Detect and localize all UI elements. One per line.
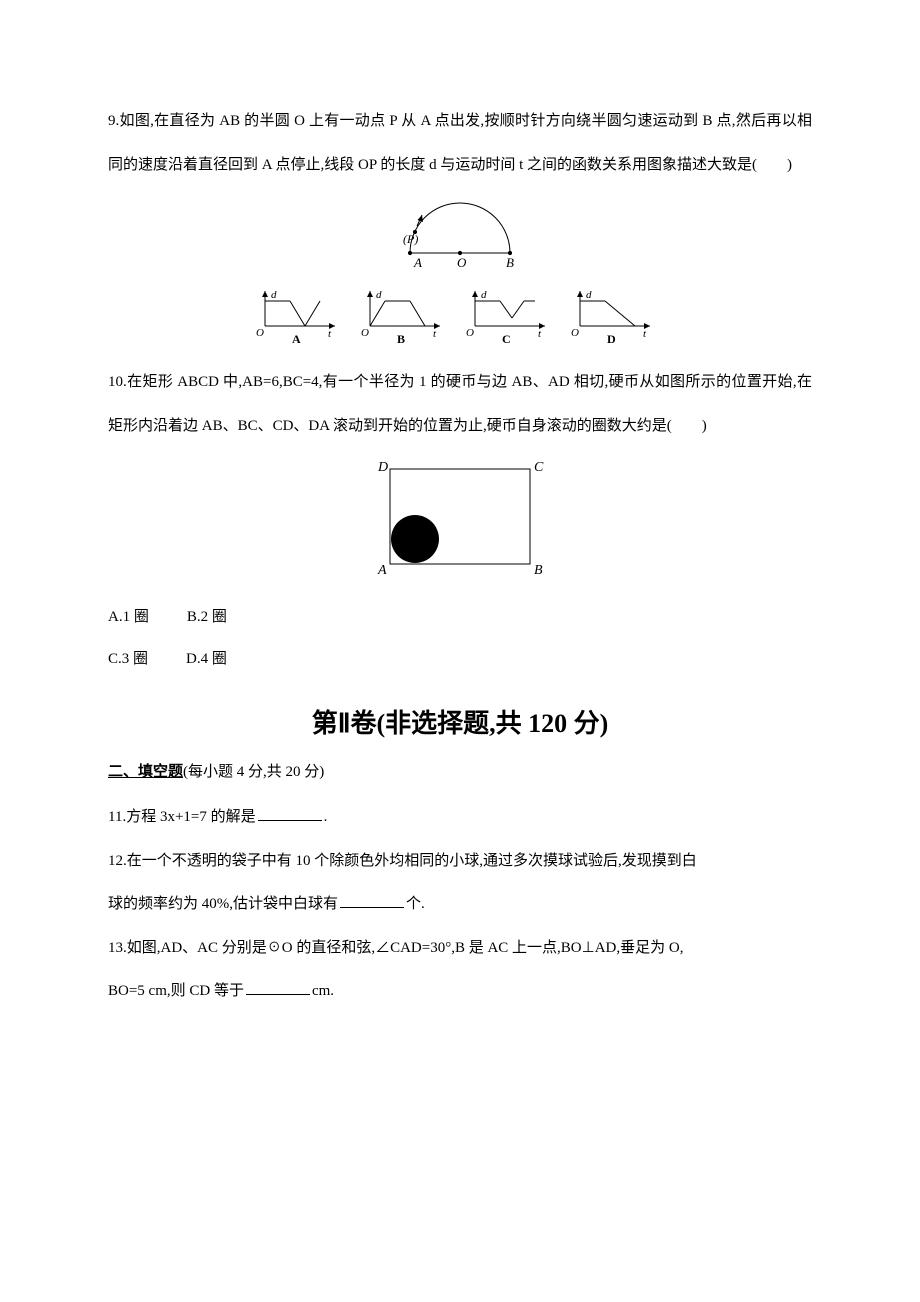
q10-choice-a: A.1 圈 bbox=[108, 609, 149, 625]
q10-label-d: D bbox=[377, 460, 388, 475]
q9-optB-t: t bbox=[433, 328, 437, 340]
section2-heading-rest: (每小题 4 分,共 20 分) bbox=[183, 764, 324, 780]
q10-choice-c: C.3 圈 bbox=[108, 651, 148, 667]
q12-blank[interactable] bbox=[340, 894, 404, 909]
q11-text: 11.方程 3x+1=7 的解是. bbox=[108, 796, 812, 840]
q9-label-o: O bbox=[457, 255, 467, 270]
q13-line2-prefix: BO=5 cm,则 CD 等于 bbox=[108, 983, 244, 999]
q9-optB-d: d bbox=[376, 289, 382, 301]
q9-label-a: A bbox=[413, 255, 422, 270]
q10-figure: D C A B bbox=[108, 454, 812, 589]
q10-label-a: A bbox=[377, 563, 387, 578]
q9-optC-d: d bbox=[481, 289, 487, 301]
q12-line2-prefix: 球的频率约为 40%,估计袋中白球有 bbox=[108, 896, 338, 912]
q13-line2: BO=5 cm,则 CD 等于 cm. bbox=[108, 970, 812, 1014]
q9-optD-label: D bbox=[607, 332, 616, 346]
q10-choice-d: D.4 圈 bbox=[186, 651, 227, 667]
section2-title: 第Ⅱ卷(非选择题,共 120 分) bbox=[108, 703, 812, 740]
q9-optC-label: C bbox=[502, 332, 511, 346]
q13-line2-suffix: cm. bbox=[312, 983, 334, 999]
q9-optD-d: d bbox=[586, 289, 592, 301]
q12-line1: 12.在一个不透明的袋子中有 10 个除颜色外均相同的小球,通过多次摸球试验后,… bbox=[108, 840, 812, 884]
q10-label-c: C bbox=[534, 460, 544, 475]
q9-optA-o: O bbox=[256, 327, 264, 339]
q10-text: 10.在矩形 ABCD 中,AB=6,BC=4,有一个半径为 1 的硬币与边 A… bbox=[108, 361, 812, 448]
q11-blank[interactable] bbox=[258, 807, 322, 822]
q9-optA-d: d bbox=[271, 289, 277, 301]
q11-prefix: 11.方程 3x+1=7 的解是 bbox=[108, 809, 256, 825]
q10-label-b: B bbox=[534, 563, 543, 578]
section2-subheading: 二、填空题(每小题 4 分,共 20 分) bbox=[108, 754, 812, 790]
q13-line1: 13.如图,AD、AC 分别是☉O 的直径和弦,∠CAD=30°,B 是 AC … bbox=[108, 927, 812, 971]
q9-optB-o: O bbox=[361, 327, 369, 339]
q10-choices-row1: A.1 圈 B.2 圈 bbox=[108, 599, 812, 635]
q9-optA-t: t bbox=[328, 328, 332, 340]
q9-optD-t: t bbox=[643, 328, 647, 340]
q12-line2: 球的频率约为 40%,估计袋中白球有 个. bbox=[108, 883, 812, 927]
q9-label-b: B bbox=[506, 255, 514, 270]
q9-text: 9.如图,在直径为 AB 的半圆 O 上有一动点 P 从 A 点出发,按顺时针方… bbox=[108, 100, 812, 187]
q10-choices-row2: C.3 圈 D.4 圈 bbox=[108, 641, 812, 677]
q9-optD-o: O bbox=[571, 327, 579, 339]
q9-optC-t: t bbox=[538, 328, 542, 340]
q11-suffix: . bbox=[324, 809, 328, 825]
q9-optB-label: B bbox=[397, 332, 405, 346]
q9-main-figure: (P) A O B bbox=[108, 193, 812, 276]
q9-options-figure: d t O A d t O B bbox=[108, 286, 812, 351]
q10-choice-b: B.2 圈 bbox=[187, 609, 227, 625]
q13-blank[interactable] bbox=[246, 981, 310, 996]
q12-line2-suffix: 个. bbox=[406, 896, 425, 912]
q9-optA-label: A bbox=[292, 332, 301, 346]
section2-heading-bold: 二、填空题 bbox=[108, 764, 183, 780]
q9-optC-o: O bbox=[466, 327, 474, 339]
q9-label-p: (P) bbox=[403, 232, 418, 246]
